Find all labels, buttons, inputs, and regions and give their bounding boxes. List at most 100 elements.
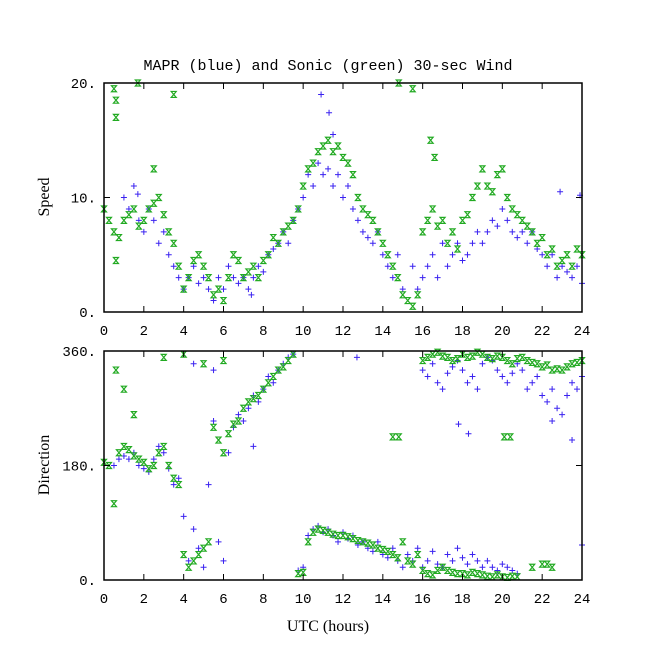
sonic-point <box>448 356 457 365</box>
mapr-point <box>439 240 446 247</box>
sonic-point <box>284 222 293 230</box>
sonic-point <box>289 216 297 224</box>
mapr-point <box>120 194 127 201</box>
sonic-point <box>299 568 307 576</box>
sonic-point <box>234 256 243 265</box>
mapr-point <box>140 465 147 472</box>
sonic-point <box>354 536 362 545</box>
sonic-point <box>199 360 208 368</box>
sonic-point <box>110 228 118 236</box>
sonic-point <box>558 256 566 265</box>
sonic-point <box>179 285 188 293</box>
sonic-point <box>135 222 143 230</box>
mapr-point <box>499 373 506 380</box>
mapr-point <box>205 286 212 293</box>
mapr-point <box>557 188 564 195</box>
sonic-point <box>458 570 467 578</box>
sonic-point <box>513 211 522 219</box>
sonic-point <box>189 256 198 265</box>
sonic-point <box>533 360 541 368</box>
sonic-point <box>309 159 317 167</box>
sonic-point <box>244 268 253 276</box>
mapr-point <box>504 217 511 224</box>
sonic-point <box>548 245 556 253</box>
mapr-point <box>569 379 576 386</box>
mapr-point <box>489 564 496 571</box>
mapr-point <box>359 228 366 235</box>
sonic-point <box>110 500 118 508</box>
sonic-point <box>264 379 273 387</box>
mapr-point <box>150 217 157 224</box>
mapr-point <box>549 251 556 258</box>
x-tick-label: 2 <box>140 592 148 608</box>
mapr-point <box>155 443 162 450</box>
mapr-point <box>210 367 217 374</box>
sonic-point <box>568 262 576 270</box>
sonic-point <box>145 465 153 473</box>
sonic-point <box>349 535 357 543</box>
sonic-point <box>433 566 442 575</box>
sonic-point <box>115 449 123 457</box>
x-tick-label: 24 <box>574 592 591 608</box>
sonic-point <box>393 274 402 282</box>
mapr-point <box>110 462 117 469</box>
sonic-point <box>214 285 223 293</box>
sonic-point <box>209 291 218 299</box>
mapr-point <box>474 386 481 393</box>
sonic-point <box>184 563 193 571</box>
mapr-point <box>459 257 466 264</box>
sonic-point <box>553 262 561 270</box>
mapr-point <box>554 405 561 412</box>
mapr-point <box>429 360 436 367</box>
sonic-point <box>493 171 502 179</box>
mapr-point <box>564 268 571 275</box>
y-tick-label: 180. <box>62 460 96 476</box>
mapr-point <box>300 194 307 201</box>
sonic-point <box>438 352 447 360</box>
mapr-point <box>394 251 401 258</box>
sonic-point <box>438 563 447 571</box>
x-axis-label: UTC (hours) <box>287 618 369 635</box>
sonic-point <box>394 79 403 87</box>
mapr-point <box>369 240 376 247</box>
sonic-point <box>244 398 253 406</box>
sonic-point <box>224 274 233 282</box>
sonic-point <box>140 216 148 224</box>
mapr-point <box>353 354 360 361</box>
mapr-point <box>170 263 177 270</box>
sonic-point <box>324 136 332 144</box>
sonic-point <box>125 445 133 454</box>
sonic-point <box>468 193 477 202</box>
mapr-point <box>524 240 531 247</box>
sonic-point <box>314 525 322 533</box>
sonic-point <box>528 563 536 571</box>
sonic-point <box>428 205 437 213</box>
x-tick-label: 8 <box>259 324 267 340</box>
sonic-point <box>339 531 347 540</box>
mapr-point <box>454 240 461 247</box>
sonic-point <box>503 356 512 365</box>
x-tick-label: 6 <box>219 592 227 608</box>
sonic-point <box>513 355 522 363</box>
sonic-point <box>204 538 213 546</box>
mapr-point <box>574 263 581 270</box>
sonic-point <box>578 356 586 365</box>
mapr-point <box>429 251 436 258</box>
mapr-point <box>419 274 426 281</box>
sonic-point <box>443 353 452 361</box>
y-tick-label: 360. <box>62 345 96 361</box>
mapr-point <box>419 367 426 374</box>
mapr-point <box>344 183 351 190</box>
mapr-point <box>210 297 217 304</box>
sonic-point <box>130 452 138 460</box>
sonic-point <box>473 570 482 578</box>
x-tick-label: 14 <box>374 592 391 608</box>
sonic-point <box>329 148 337 156</box>
mapr-point <box>509 567 516 574</box>
points <box>100 348 586 582</box>
sonic-point <box>418 356 427 365</box>
mapr-point <box>479 360 486 367</box>
